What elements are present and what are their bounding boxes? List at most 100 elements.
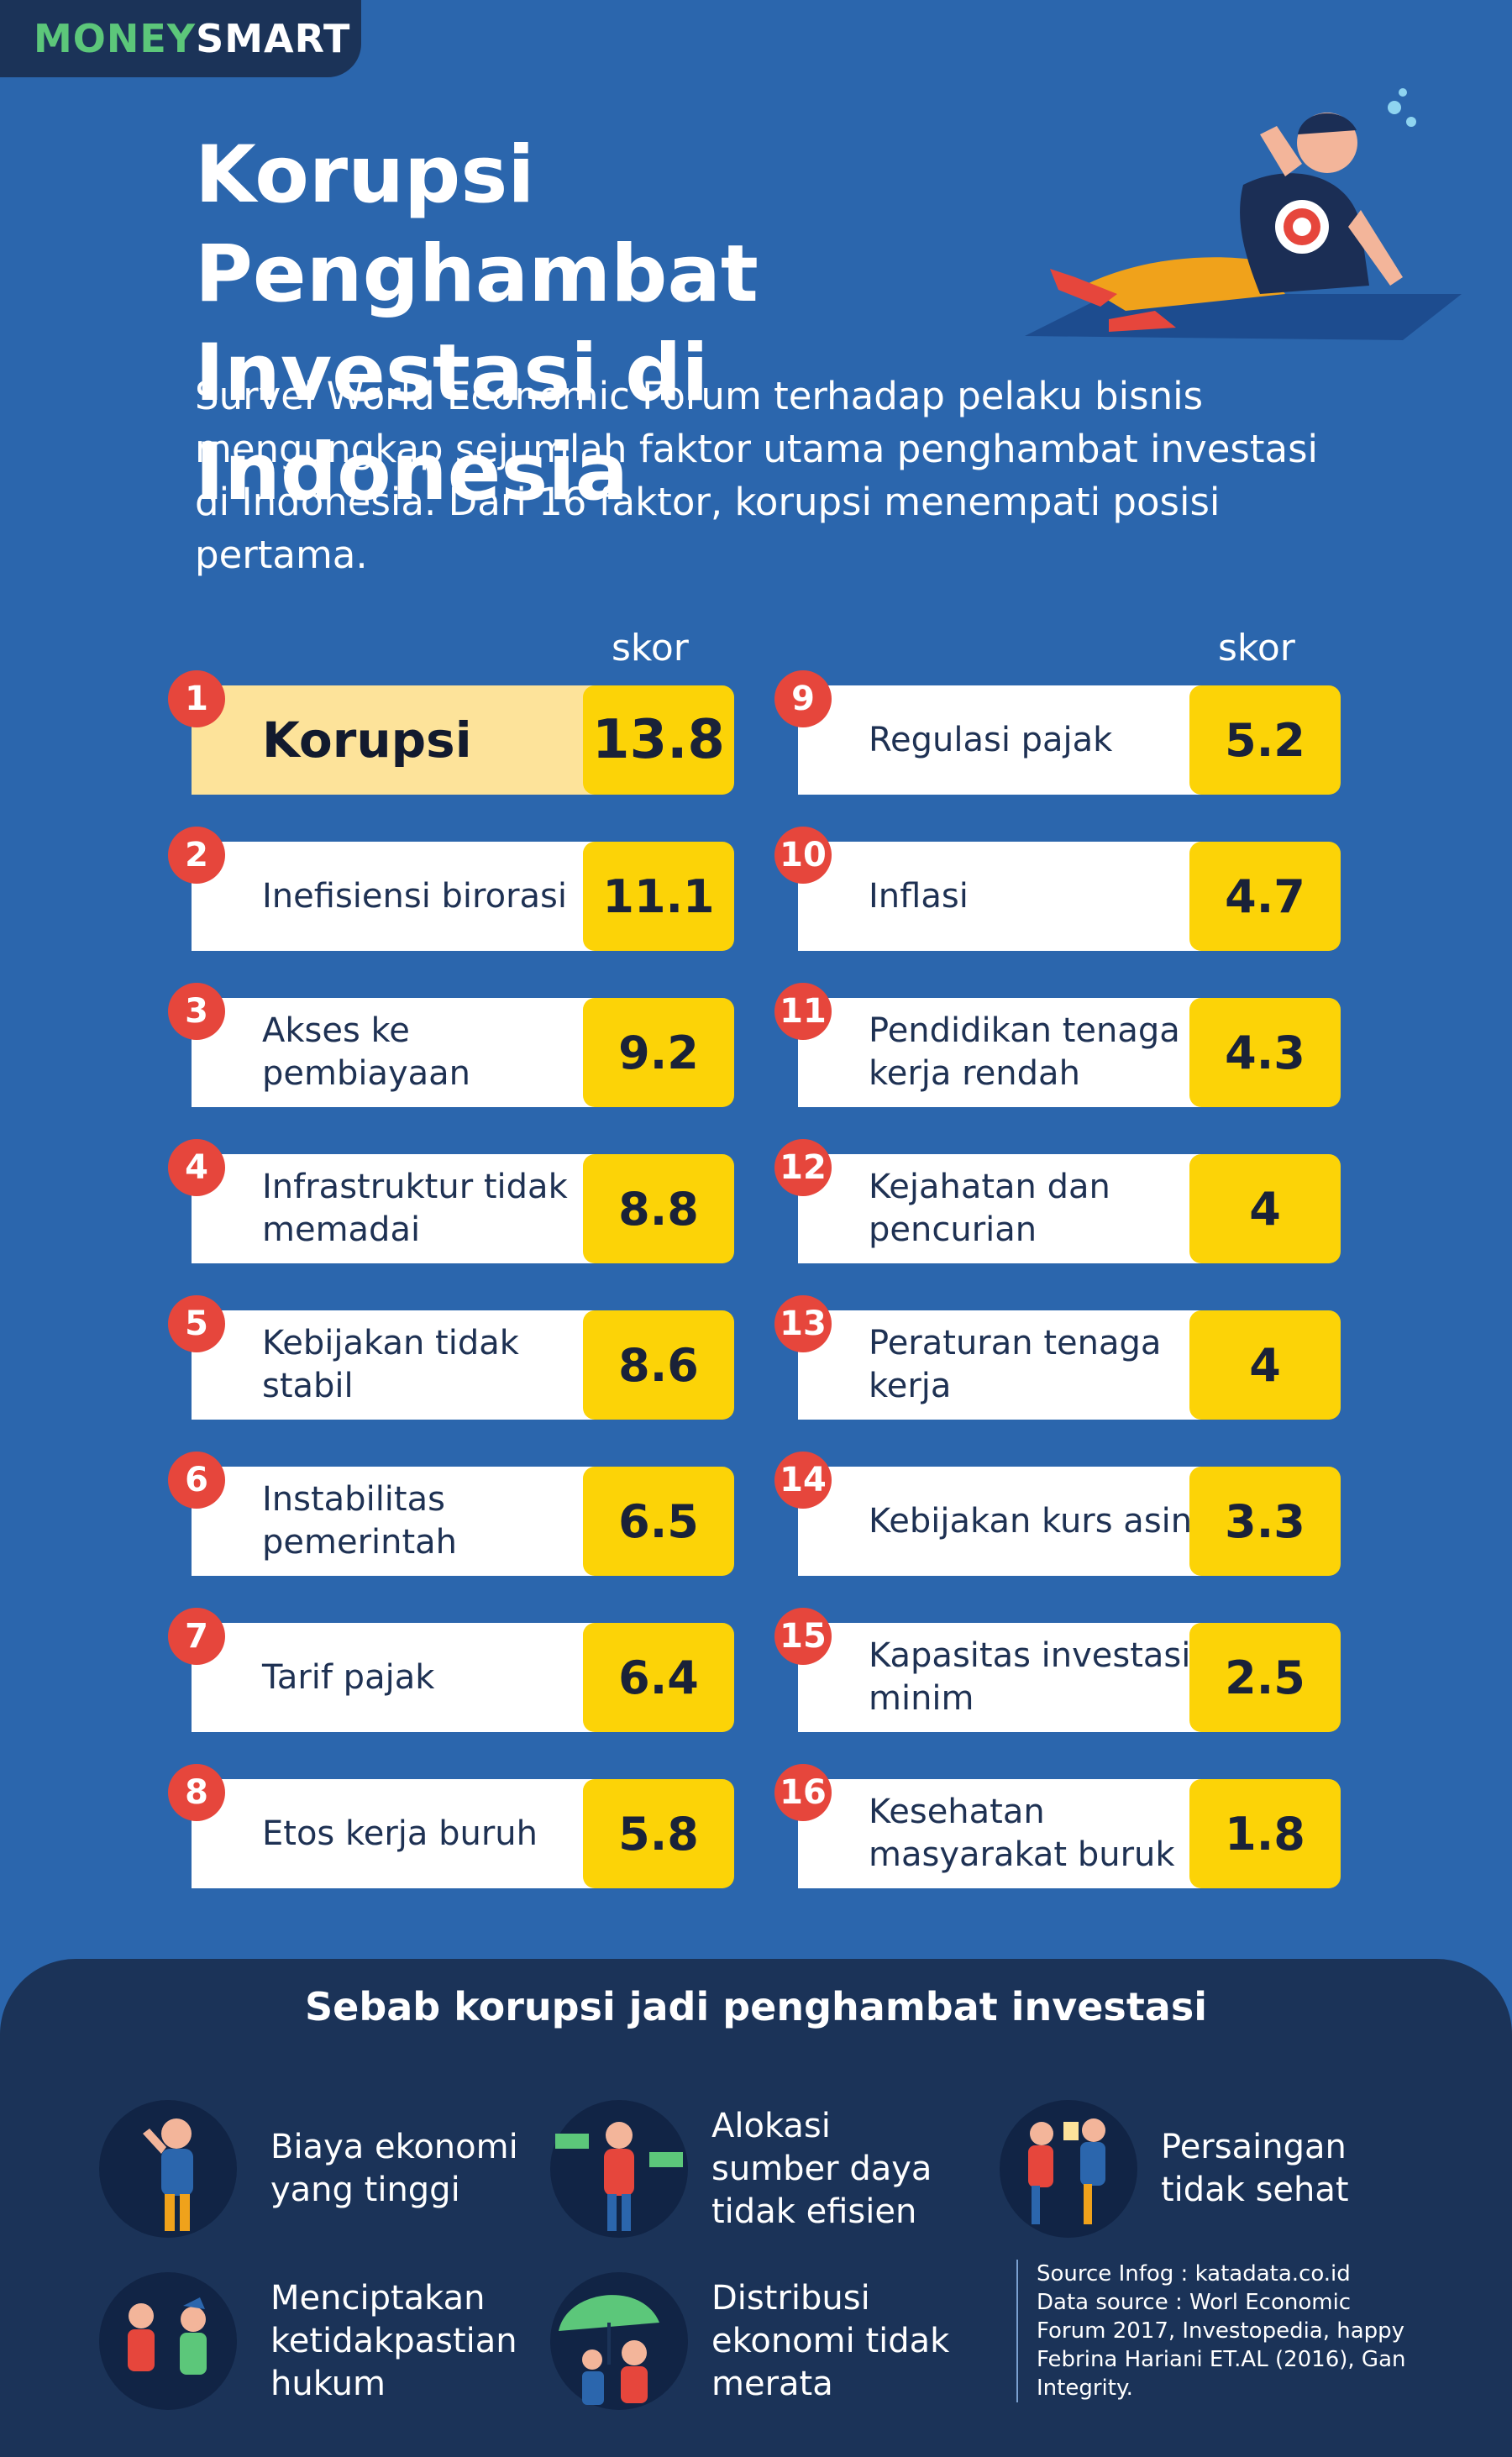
moneysmart-logo: MONEY SMART (0, 0, 361, 77)
factor-score: 8.8 (583, 1154, 734, 1263)
rank-badge: 13 (774, 1295, 832, 1352)
factor-row-15: Kapasitas investasi minim 2.5 15 (774, 1608, 1341, 1732)
factor-row-11: Pendidikan tenaga kerja rendah 4.3 11 (774, 983, 1341, 1107)
rank-badge: 12 (774, 1139, 832, 1196)
factor-row-6: Instabilitas pemerintah 6.5 6 (168, 1452, 734, 1576)
source-data: Data source : Worl Economic Forum 2017, … (1037, 2290, 1406, 2401)
factor-row-4: Infrastruktur tidak memadai 8.8 4 (168, 1139, 734, 1263)
rank-badge: 5 (168, 1295, 225, 1352)
logo-smart: SMART (196, 16, 351, 61)
factor-score: 6.4 (583, 1623, 734, 1732)
money-handing-icon (550, 2100, 688, 2238)
intro-text: Survei World Economic Forum terhadap pel… (195, 374, 1319, 577)
factor-bar (798, 1779, 1201, 1888)
title-line-1: Korupsi Penghambat (195, 129, 759, 320)
rank-badge: 14 (774, 1452, 832, 1509)
factor-row-2: Inefisiensi birorasi 11.1 2 (168, 827, 734, 951)
rank-badge: 10 (774, 827, 832, 884)
factor-score: 3.3 (1189, 1467, 1341, 1576)
skor-header-left: skor (612, 627, 689, 669)
factor-label: Infrastruktur tidak memadai (262, 1168, 568, 1249)
factor-bar (192, 1154, 595, 1263)
factor-label: Korupsi (262, 711, 472, 769)
factor-bar (798, 998, 1201, 1107)
title-line-2: Investasi di Indonesia (195, 328, 709, 518)
factor-row-10: Inflasi 4.7 10 (774, 827, 1341, 951)
rank-badge: 8 (168, 1764, 225, 1821)
cause-item-2: Alokasi sumber daya tidak efisien (550, 2100, 963, 2238)
factor-row-14: Kebijakan kurs asing 3.3 14 (774, 1452, 1341, 1576)
factor-score: 11.1 (583, 842, 734, 951)
factor-label: Regulasi pajak (869, 720, 1113, 759)
cause-item-1: Biaya ekonomi yang tinggi (99, 2100, 522, 2238)
factor-row-16: Kesehatan masyarakat buruk 1.8 16 (774, 1764, 1341, 1888)
umbrella-rain-icon (550, 2272, 688, 2410)
factor-bar (192, 1310, 595, 1420)
logo-money: MONEY (34, 16, 197, 61)
factor-bar (192, 685, 595, 795)
factor-label: Kesehatan masyarakat buruk (869, 1793, 1175, 1874)
factor-score: 4 (1189, 1154, 1341, 1263)
factor-row-1: Korupsi 13.8 1 (168, 670, 734, 795)
rank-badge: 6 (168, 1452, 225, 1509)
cause-label: Alokasi sumber daya tidak efisien (711, 2106, 932, 2231)
rank-badge: 4 (168, 1139, 225, 1196)
factor-row-12: Kejahatan dan pencurian 4 12 (774, 1139, 1341, 1263)
factor-label: Inflasi (869, 876, 969, 916)
cause-label: Persaingan tidak sehat (1161, 2128, 1349, 2209)
rank-badge: 16 (774, 1764, 832, 1821)
cause-label: Distribusi ekonomi tidak merata (711, 2278, 950, 2403)
cause-item-3: Persaingan tidak sehat (1000, 2100, 1413, 2238)
factor-score: 1.8 (1189, 1779, 1341, 1888)
factor-bar (798, 842, 1201, 951)
factor-bar (798, 1154, 1201, 1263)
rank-badge: 15 (774, 1608, 832, 1665)
factor-score: 4.3 (1189, 998, 1341, 1107)
factor-score: 4 (1189, 1310, 1341, 1420)
rank-badge: 1 (168, 670, 225, 727)
factor-bar (798, 1467, 1201, 1576)
cause-item-4: Menciptakan ketidakpastian hukum (99, 2272, 522, 2410)
source-note: Source Infog : katadata.co.id Data sourc… (1016, 2260, 1411, 2402)
factor-label: Kapasitas investasi minim (869, 1636, 1191, 1718)
factor-row-8: Etos kerja buruh 5.8 8 (168, 1764, 734, 1888)
factor-label: Tarif pajak (262, 1657, 435, 1697)
factor-label: Kejahatan dan pencurian (869, 1168, 1110, 1249)
factor-score: 5.2 (1189, 685, 1341, 795)
factor-label: Akses ke pembiayaan (262, 1011, 471, 1093)
thinking-man-icon (99, 2100, 237, 2238)
factor-bar (798, 685, 1201, 795)
factor-score: 6.5 (583, 1467, 734, 1576)
factor-row-13: Peraturan tenaga kerja 4 13 (774, 1295, 1341, 1420)
factor-score: 4.7 (1189, 842, 1341, 951)
rank-badge: 11 (774, 983, 832, 1040)
factor-row-9: Regulasi pajak 5.2 9 (774, 670, 1341, 795)
factor-label: Etos kerja buruh (262, 1814, 538, 1853)
source-infog: Source Infog : katadata.co.id (1037, 2261, 1351, 2286)
factor-label: Peraturan tenaga kerja (869, 1324, 1162, 1405)
rank-badge: 3 (168, 983, 225, 1040)
factor-score: 8.6 (583, 1310, 734, 1420)
factor-row-3: Akses ke pembiayaan 9.2 3 (168, 983, 734, 1107)
factor-bar (192, 998, 595, 1107)
factor-score: 2.5 (1189, 1623, 1341, 1732)
rank-badge: 2 (168, 827, 225, 884)
causes-panel (0, 1959, 1512, 2457)
rank-badge: 7 (168, 1608, 225, 1665)
factor-bar (192, 1467, 595, 1576)
factor-bar (798, 1623, 1201, 1732)
factor-row-7: Tarif pajak 6.4 7 (168, 1608, 734, 1732)
factor-bar (192, 1779, 595, 1888)
factor-score: 13.8 (583, 685, 734, 795)
causes-title: Sebab korupsi jadi penghambat investasi (305, 1984, 1207, 2029)
factor-label: Inefisiensi birorasi (262, 876, 567, 916)
rank-badge: 9 (774, 670, 832, 727)
cause-item-5: Distribusi ekonomi tidak merata (550, 2272, 963, 2410)
factor-label: Kebijakan tidak stabil (262, 1324, 519, 1405)
factor-score: 9.2 (583, 998, 734, 1107)
factor-label: Kebijakan kurs asing (869, 1501, 1214, 1541)
factor-row-5: Kebijakan tidak stabil 8.6 5 (168, 1295, 734, 1420)
confused-people-icon (99, 2272, 237, 2410)
factor-label: Pendidikan tenaga kerja rendah (869, 1011, 1180, 1093)
factor-bar (798, 1310, 1201, 1420)
